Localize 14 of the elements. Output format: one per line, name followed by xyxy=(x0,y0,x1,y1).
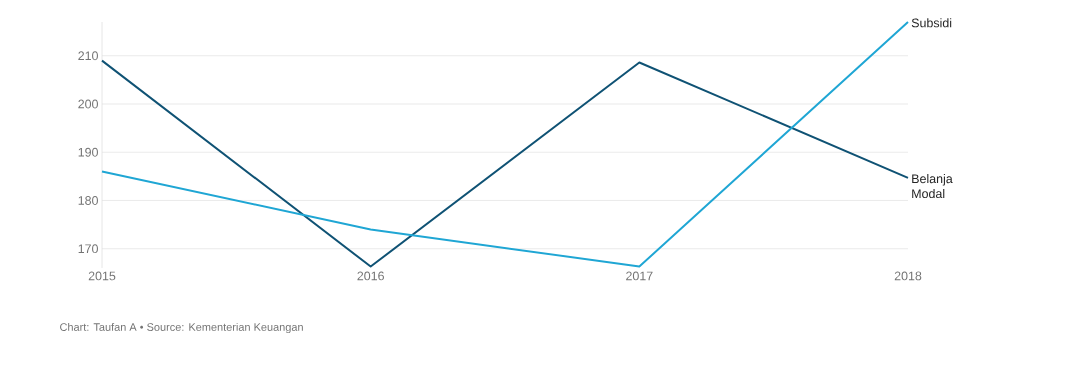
y-tick-label: 190 xyxy=(78,147,98,157)
x-tick-label: 2015 xyxy=(88,271,116,281)
line-series xyxy=(101,59,910,268)
y-tick-label: 180 xyxy=(78,196,98,205)
y-tick-label: 200 xyxy=(78,99,98,109)
y-tick-label: 210 xyxy=(78,51,98,61)
x-tick-label: 2018 xyxy=(894,271,922,281)
series-label: Subsidi xyxy=(911,18,952,28)
y-tick-label: 170 xyxy=(78,244,98,254)
x-tick-label: 2017 xyxy=(626,271,653,281)
line-series xyxy=(101,21,910,268)
text: Chart: Taufan A • Source: Kementerian Keuangan xyxy=(60,322,303,334)
series-label: Belanja Modal xyxy=(912,173,953,199)
x-tick-label: 2016 xyxy=(357,271,384,281)
